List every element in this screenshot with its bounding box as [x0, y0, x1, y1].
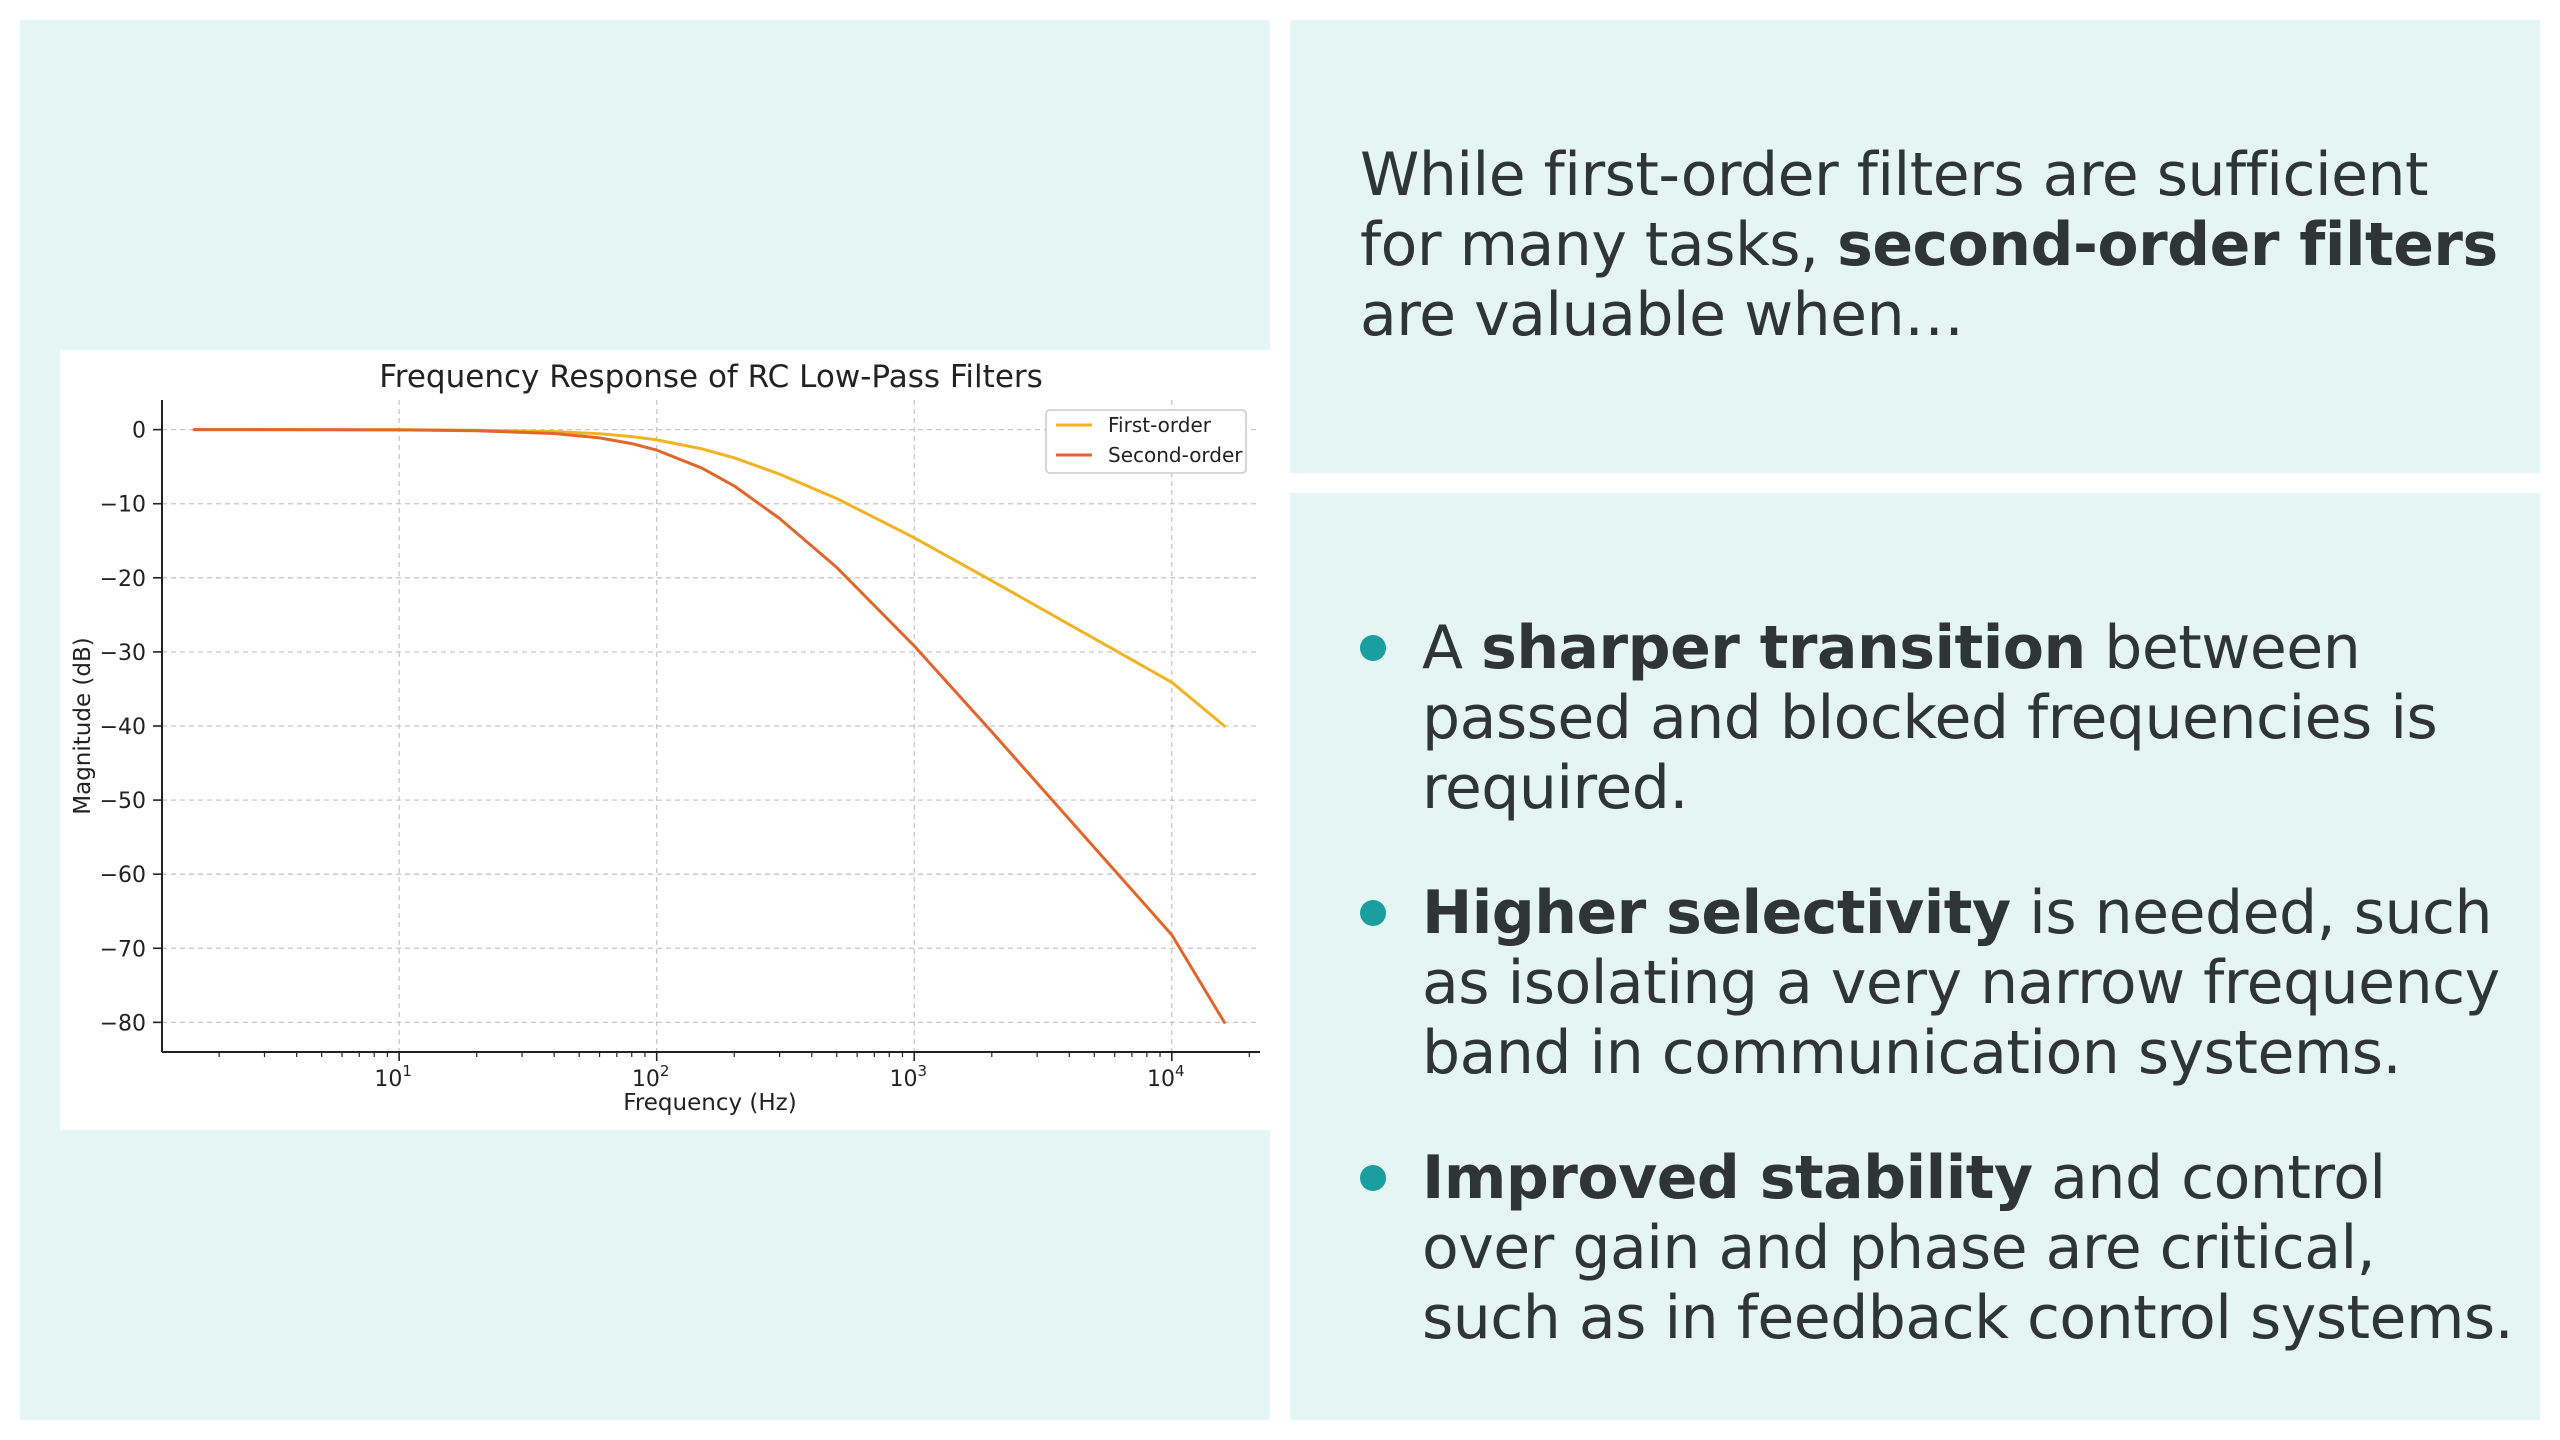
- y-tick-label: 0: [132, 419, 146, 444]
- y-tick-label: −60: [100, 863, 146, 888]
- grid: [162, 400, 1260, 1052]
- bullet-bold: Higher selectivity: [1422, 878, 2011, 948]
- x-tick-label: 102: [632, 1062, 670, 1092]
- x-axis-label: Frequency (Hz): [623, 1090, 796, 1116]
- bullet-item: A sharper transition between passed and …: [1360, 613, 2520, 823]
- bullet-list: A sharper transition between passed and …: [1360, 613, 2520, 1408]
- series-line-first-order: [192, 428, 1226, 728]
- chart-card: 0 −10 −20 −30 −40 −50 −60 −70 −80 101 102 103 104 Fr…: [60, 350, 1271, 1130]
- x-tick-label: 103: [889, 1062, 927, 1092]
- bullet-item: Improved stability and control over gain…: [1360, 1143, 2520, 1353]
- legend-label-second-order: Second-order: [1108, 443, 1243, 467]
- bullets-panel: A sharper transition between passed and …: [1290, 493, 2540, 1420]
- axes: 0 −10 −20 −30 −40 −50 −60 −70 −80 101 102 103 104: [100, 400, 1260, 1092]
- x-tick-label: 101: [374, 1062, 412, 1092]
- bullet-post: is needed, such as isolating a very narr…: [1422, 878, 2500, 1088]
- y-tick-label: −30: [100, 641, 146, 666]
- x-tick-label: 104: [1147, 1062, 1185, 1092]
- y-tick-label: −10: [100, 493, 146, 518]
- bullet-pre: A: [1422, 613, 1482, 683]
- bullet-post: and control over gain and phase are crit…: [1422, 1143, 2514, 1353]
- intro-text-bold: second-order filters: [1837, 210, 2498, 280]
- y-axis-label: Magnitude (dB): [70, 637, 96, 815]
- series-line-second-order: [192, 428, 1226, 1024]
- bullet-item: Higher selectivity is needed, such as is…: [1360, 878, 2520, 1088]
- intro-text-part2: are valuable when…: [1360, 280, 1964, 350]
- bullet-bold: Improved stability: [1422, 1143, 2033, 1213]
- y-tick-label: −80: [100, 1011, 146, 1036]
- legend: First-order Second-order: [1045, 409, 1247, 474]
- intro-text: While first-order filters are sufficient…: [1360, 140, 2510, 350]
- legend-label-first-order: First-order: [1108, 413, 1212, 437]
- y-tick-label: −70: [100, 937, 146, 962]
- chart-panel: 0 −10 −20 −30 −40 −50 −60 −70 −80 101 102 103 104 Fr…: [20, 20, 1271, 1420]
- intro-text-part1: While first-order filters are sufficient…: [1360, 140, 2429, 280]
- y-tick-label: −40: [100, 715, 146, 740]
- chart-title: Frequency Response of RC Low-Pass Filter…: [379, 359, 1043, 395]
- y-tick-label: −20: [100, 567, 146, 592]
- frequency-response-chart: 0 −10 −20 −30 −40 −50 −60 −70 −80 101 102 103 104 Fr…: [70, 359, 1260, 1116]
- series-lines: [192, 428, 1226, 1024]
- legend-box: [1045, 409, 1247, 474]
- bullet-post: between passed and blocked frequencies i…: [1422, 613, 2438, 823]
- y-tick-label: −50: [100, 789, 146, 814]
- intro-panel: While first-order filters are sufficient…: [1290, 20, 2540, 473]
- bullet-bold: sharper transition: [1481, 613, 2086, 683]
